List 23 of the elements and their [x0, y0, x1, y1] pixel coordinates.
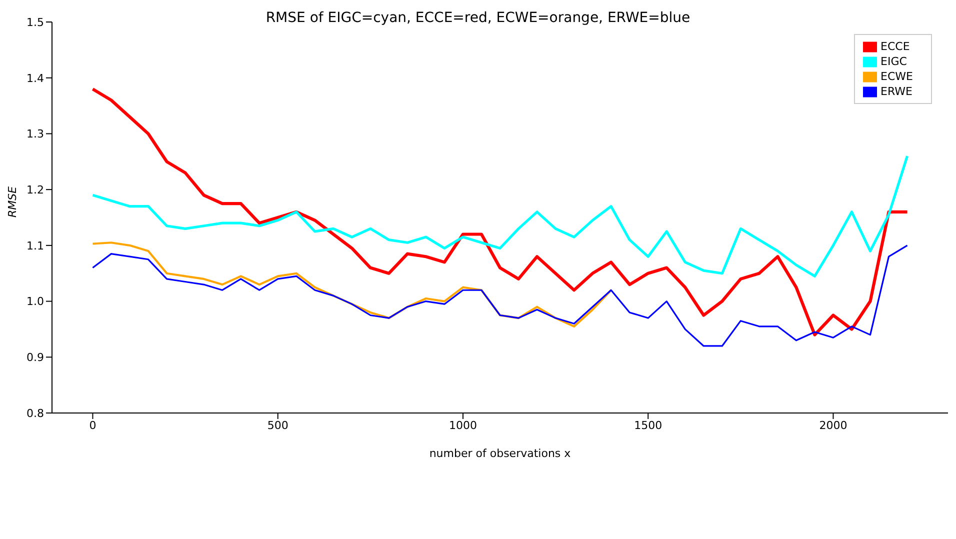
- y-tick-label: 1.1: [26, 239, 44, 252]
- y-tick-label: 1.3: [26, 128, 44, 141]
- line-series: [91, 154, 909, 278]
- y-tick-label: 1.2: [26, 183, 44, 196]
- legend-label: ERWE: [880, 85, 913, 98]
- x-tick-label: 1000: [448, 418, 477, 432]
- x-tick-label: 500: [267, 418, 288, 432]
- line-series: [92, 244, 908, 347]
- x-axis-title: number of observations x: [429, 447, 572, 460]
- y-tick-label: 0.8: [26, 406, 44, 420]
- legend-label: ECCE: [880, 40, 910, 53]
- line-series: [92, 242, 612, 328]
- legend-label: ECWE: [880, 70, 913, 83]
- x-tick-label: 1500: [634, 418, 662, 432]
- y-tick-label: 1.5: [26, 16, 44, 29]
- x-tick-label: 2000: [819, 418, 848, 432]
- y-axis-title: RMSE: [6, 186, 19, 218]
- legend-label: EIGC: [880, 55, 907, 68]
- y-tick-label: 0.9: [26, 351, 44, 364]
- chart-title: RMSE of EIGC=cyan, ECCE=red, ECWE=orange, ERWE=blue: [266, 10, 690, 26]
- x-tick-label: 0: [89, 418, 96, 432]
- y-tick-label: 1.0: [26, 295, 44, 308]
- y-tick-label: 1.4: [26, 72, 44, 85]
